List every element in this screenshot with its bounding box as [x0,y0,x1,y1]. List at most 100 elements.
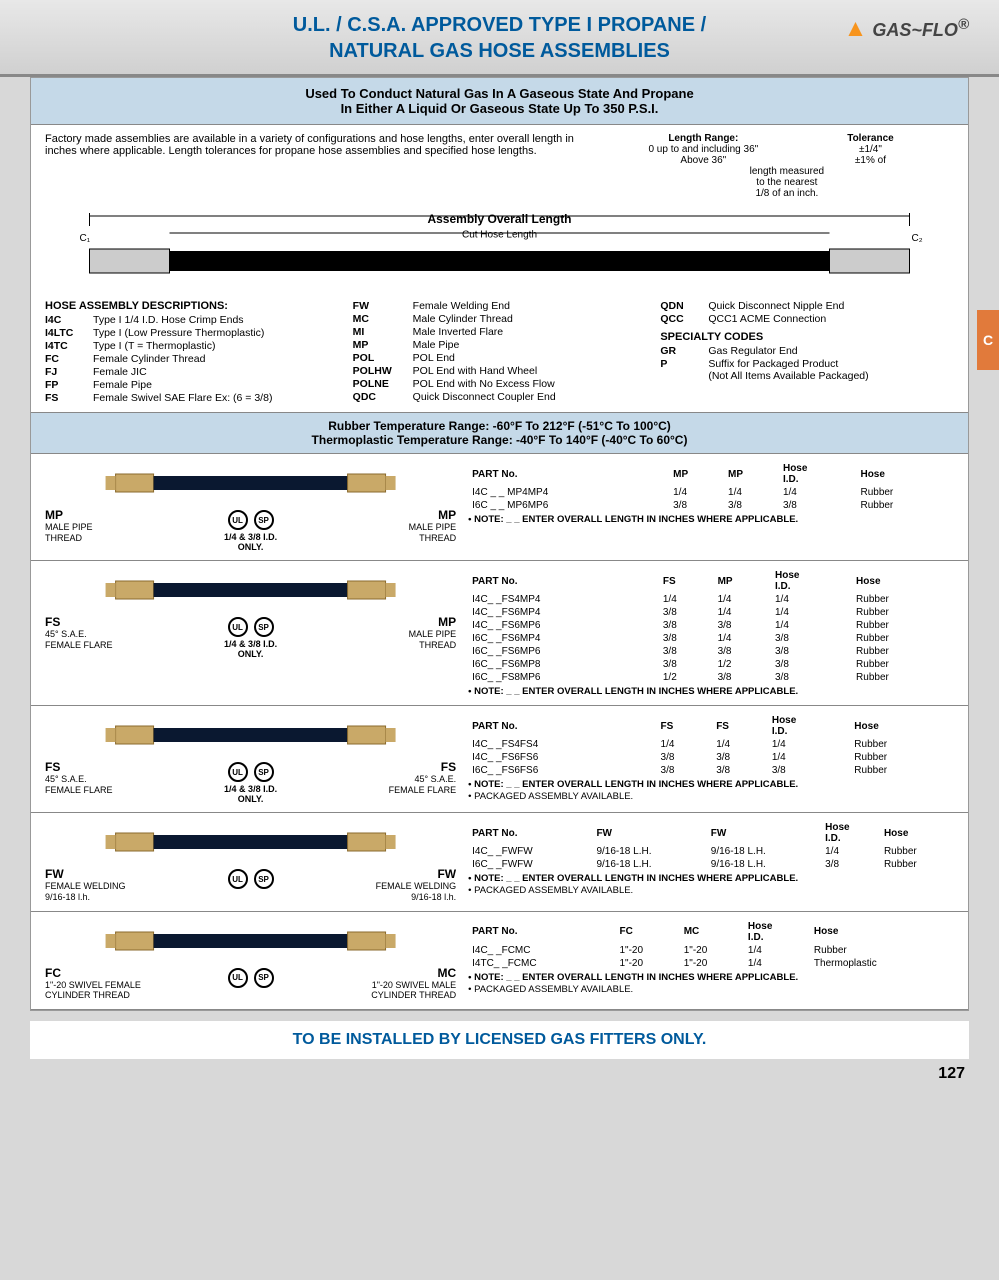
right-end: MPMALE PIPETHREAD [356,508,456,544]
table-cell: 1/4 [779,486,857,499]
table-cell: Rubber [810,944,954,957]
length-range-head: Length Range: [620,133,787,144]
table-header: Hose [880,821,954,845]
table-cell: Thermoplastic [810,957,954,970]
right-end: FWFEMALE WELDING9/16-18 l.h. [356,867,456,903]
table-cell: Rubber [852,645,954,658]
table-row: I4TC_ _FCMC1"-201"-201/4Thermoplastic [468,957,954,970]
table-cell: I4C_ _FS6MP6 [468,619,659,632]
page-header: U.L. / C.S.A. APPROVED TYPE I PROPANE / … [0,0,999,77]
table-cell: I4TC_ _FCMC [468,957,615,970]
table-header: FS [657,714,713,738]
intro-row: Factory made assemblies are available in… [31,125,968,207]
subtitle-bar: Used To Conduct Natural Gas In A Gaseous… [31,78,968,125]
table-header: Hose [850,714,954,738]
code-def: Type I (T = Thermoplastic) [93,340,339,352]
cert-badge: SP [254,762,274,782]
table-header: HoseI.D. [744,920,810,944]
table-cell: 1/4 [714,632,771,645]
hose-icon [45,920,456,962]
parts-table: PART No.FSMPHoseI.D.HoseI4C_ _FS4MP41/41… [468,569,954,684]
table-header: Hose [810,920,954,944]
svg-text:C₁: C₁ [80,233,91,244]
table-cell: 1"-20 [680,957,744,970]
table-header: PART No. [468,920,615,944]
table-cell: 3/8 [714,619,771,632]
table-cell: 1"-20 [680,944,744,957]
assembly-row: FWFEMALE WELDING9/16-18 l.h.ULSPFWFEMALE… [31,813,968,912]
right-end: MPMALE PIPETHREAD [356,615,456,651]
table-header: HoseI.D. [821,821,880,845]
end-labels: MPMALE PIPETHREADULSP1/4 & 3/8 I.D.ONLY.… [45,508,456,552]
table-cell: 1/4 [771,619,852,632]
hose-image [45,569,456,611]
hose-icon [45,462,456,504]
right-end: MC1"-20 SWIVEL MALECYLINDER THREAD [356,966,456,1002]
table-cell: 9/16-18 L.H. [592,845,706,858]
table-cell: I4C_ _FCMC [468,944,615,957]
install-warning: TO BE INSTALLED BY LICENSED GAS FITTERS … [30,1021,969,1059]
table-header: FS [659,569,714,593]
assembly-row: MPMALE PIPETHREADULSP1/4 & 3/8 I.D.ONLY.… [31,454,968,561]
table-cell: 3/8 [712,764,768,777]
cert-badge: UL [228,968,248,988]
desc-col-1: HOSE ASSEMBLY DESCRIPTIONS: I4CType I 1/… [45,300,339,404]
table-cell: 1/4 [768,751,850,764]
table-cell: I4C_ _FS6MP4 [468,606,659,619]
end-desc: 45° S.A.E.FEMALE FLARE [356,774,456,796]
code-term: POL [353,352,413,364]
table-cell: 1/4 [821,845,880,858]
table-header: PART No. [468,569,659,593]
table-cell: 3/8 [724,499,779,512]
end-labels: FS45° S.A.E.FEMALE FLAREULSP1/4 & 3/8 I.… [45,615,456,659]
table-cell: 1/4 [669,486,724,499]
table-cell: I4C_ _FWFW [468,845,592,858]
left-end: MPMALE PIPETHREAD [45,508,145,544]
end-desc: MALE PIPETHREAD [356,629,456,651]
table-cell: 1/4 [714,593,771,606]
end-desc: MALE PIPETHREAD [45,522,145,544]
end-labels: FWFEMALE WELDING9/16-18 l.h.ULSPFWFEMALE… [45,867,456,903]
table-cell: 1/4 [724,486,779,499]
code-def: Type I 1/4 I.D. Hose Crimp Ends [93,314,339,326]
tol-r1b: ±1/4" [787,144,954,155]
hose-icon [45,821,456,863]
assembly-visual: FS45° S.A.E.FEMALE FLAREULSP1/4 & 3/8 I.… [45,569,456,697]
table-cell: 3/8 [659,645,714,658]
table-header: MP [714,569,771,593]
tol-r4: to the nearest [620,177,954,188]
table-header: Hose [852,569,954,593]
hose-image [45,462,456,504]
table-row: I4C_ _FCMC1"-201"-201/4Rubber [468,944,954,957]
desc-list-3: QDNQuick Disconnect Nipple EndQCCQCC1 AC… [660,300,954,325]
cert-block: ULSP1/4 & 3/8 I.D.ONLY. [145,760,356,804]
desc-heading: HOSE ASSEMBLY DESCRIPTIONS: [45,300,339,312]
assembly-visual: FWFEMALE WELDING9/16-18 l.h.ULSPFWFEMALE… [45,821,456,903]
tol-r3: length measured [620,166,954,177]
table-header: FS [712,714,768,738]
table-cell: 1/4 [744,957,810,970]
table-cell: Rubber [880,858,954,871]
table-row: I4C_ _FWFW9/16-18 L.H.9/16-18 L.H.1/4Rub… [468,845,954,858]
table-header: PART No. [468,714,656,738]
code-def: Female Swivel SAE Flare Ex: (6 = 3/8) [93,392,339,404]
cert-badge: SP [254,869,274,889]
code-def: QCC1 ACME Connection [708,313,954,325]
table-cell: 9/16-18 L.H. [707,845,821,858]
end-code: MP [45,508,145,522]
size-note: 1/4 & 3/8 I.D.ONLY. [145,532,356,552]
code-def: Suffix for Packaged Product [708,358,954,370]
end-desc: FEMALE WELDING9/16-18 l.h. [356,881,456,903]
code-term: QDC [353,391,413,403]
table-cell: I6C_ _FS6MP8 [468,658,659,671]
table-cell: 3/8 [657,764,713,777]
desc-list-3b: GRGas Regulator EndPSuffix for Packaged … [660,345,954,370]
table-cell: I4C_ _FS4MP4 [468,593,659,606]
title-line-1: U.L. / C.S.A. APPROVED TYPE I PROPANE / [20,12,979,38]
table-row: I6C_ _FS6MP83/81/23/8Rubber [468,658,954,671]
table-cell: 3/8 [712,751,768,764]
desc-col-2: FWFemale Welding EndMCMale Cylinder Thre… [353,300,647,404]
end-labels: FS45° S.A.E.FEMALE FLAREULSP1/4 & 3/8 I.… [45,760,456,804]
table-header: Hose [856,462,954,486]
logo-text: GAS~FLO [872,20,958,40]
